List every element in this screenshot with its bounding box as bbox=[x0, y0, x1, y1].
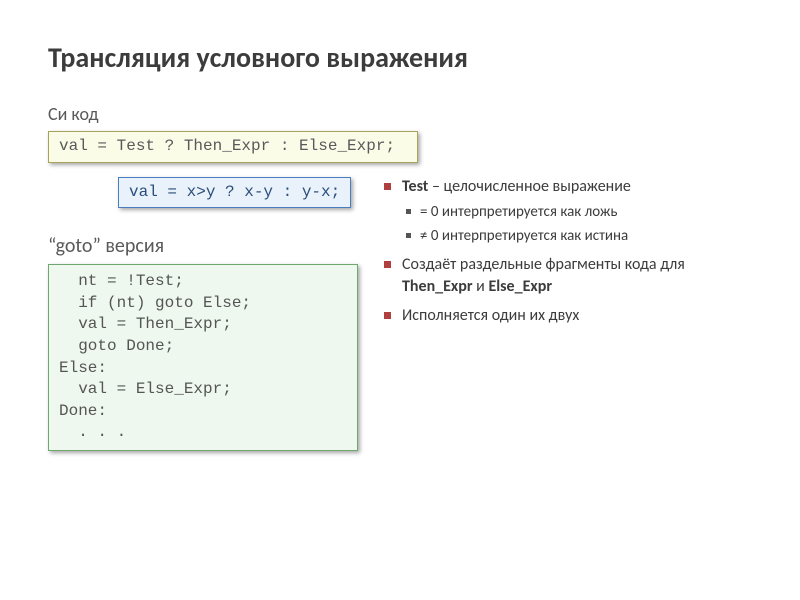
bullet-item: Test – целочисленное выражение = 0 интер… bbox=[384, 176, 752, 246]
right-column: Test – целочисленное выражение = 0 интер… bbox=[358, 208, 752, 335]
bullet-strong: Test bbox=[402, 177, 428, 196]
goto-code-box: nt = !Test; if (nt) goto Else; val = The… bbox=[48, 264, 358, 451]
slide-container: Трансляция условного выражения Си код va… bbox=[0, 0, 800, 481]
sub-bullet-item: ≠ 0 интерпретируется как истина bbox=[402, 226, 752, 246]
sub-bullet-list: = 0 интерпретируется как ложь ≠ 0 интерп… bbox=[402, 202, 752, 247]
c-code-label: Си код bbox=[48, 103, 752, 125]
bullet-item: Исполняется один их двух bbox=[384, 305, 752, 327]
bullet-text: Создаёт раздельные фрагменты кода для bbox=[402, 255, 685, 274]
bullet-item: Создаёт раздельные фрагменты кода для Th… bbox=[384, 254, 752, 297]
slide-title: Трансляция условного выражения bbox=[48, 40, 752, 75]
lower-row: “goto” версия nt = !Test; if (nt) goto E… bbox=[48, 208, 752, 451]
bullet-text: и bbox=[473, 277, 489, 296]
c-code-box: val = Test ? Then_Expr : Else_Expr; bbox=[48, 131, 418, 163]
bullet-text: – целочисленное выражение bbox=[428, 177, 630, 196]
sub-bullet-item: = 0 интерпретируется как ложь bbox=[402, 202, 752, 222]
bullet-strong: Then_Expr bbox=[402, 277, 473, 296]
left-column: “goto” версия nt = !Test; if (nt) goto E… bbox=[48, 208, 358, 451]
example-code-box: val = x>y ? x-y : y-x; bbox=[118, 177, 351, 209]
goto-version-label: “goto” версия bbox=[48, 234, 358, 258]
bullet-list: Test – целочисленное выражение = 0 интер… bbox=[384, 176, 752, 327]
bullet-strong: Else_Expr bbox=[488, 277, 552, 296]
